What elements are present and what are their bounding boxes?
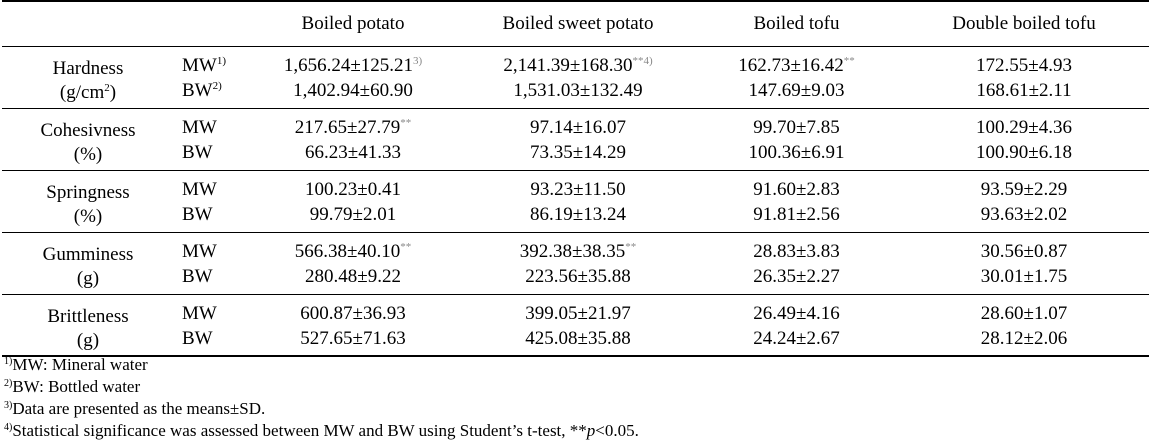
property-unit: (%) — [73, 206, 103, 227]
value-cell: 93.63±2.02 — [980, 204, 1068, 226]
table-body: Hardness (g/cm2) MW1) 1,656.24±125.213) … — [2, 46, 1149, 356]
value-cell: 28.83±3.83 — [753, 240, 840, 262]
property-cell-brittleness: Brittleness (g) — [2, 294, 174, 356]
data-table: Boiled potato Boiled sweet potato Boiled… — [2, 0, 1149, 357]
value-cell: 1,402.94±60.90 — [293, 80, 413, 102]
value-cell: 425.08±35.88 — [525, 328, 631, 349]
water-cell: BW2) — [182, 80, 222, 102]
table-row: Gumminess (g) MW 566.38±40.10** 392.38±3… — [2, 232, 1149, 289]
value-cell: 566.38±40.10** — [294, 240, 412, 262]
value-cell: 93.59±2.29 — [980, 178, 1068, 200]
property-cell-cohesivness: Cohesivness (%) — [2, 108, 174, 170]
header-cell-boiled-tofu: Boiled tofu — [694, 0, 899, 47]
water-cell: MW — [182, 178, 217, 200]
water-cell: MW — [182, 302, 217, 324]
value-cell: 24.24±2.67 — [753, 328, 840, 349]
property-name: Cohesivness — [40, 120, 136, 141]
water-cell: MW1) — [182, 54, 226, 76]
water-cell: MW — [182, 240, 217, 262]
value-cell: 147.69±9.03 — [748, 80, 845, 102]
value-cell: 1,656.24±125.213) — [283, 54, 423, 76]
value-cell: 162.73±16.42** — [738, 54, 855, 76]
property-cell-hardness: Hardness (g/cm2) — [2, 46, 174, 108]
table-row: Brittleness (g) MW 600.87±36.93 399.05±2… — [2, 294, 1149, 351]
value-cell: 91.81±2.56 — [753, 204, 840, 226]
property-unit: (g) — [76, 268, 100, 289]
value-cell: 86.19±13.24 — [530, 204, 626, 226]
property-cell-springness: Springness (%) — [2, 170, 174, 232]
header-cell-water — [174, 0, 244, 47]
table-row: BW 99.79±2.01 86.19±13.24 91.81±2.56 93.… — [2, 201, 1149, 232]
value-cell: 26.49±4.16 — [753, 302, 840, 324]
water-cell: BW — [182, 142, 213, 164]
footnote-3: 3)Data are presented as the means±SD. — [4, 399, 266, 418]
value-cell: 100.29±4.36 — [976, 116, 1072, 138]
footnote-1: 1)MW: Mineral water — [4, 355, 148, 374]
water-cell: BW — [182, 328, 213, 349]
water-cell: BW — [182, 266, 213, 288]
property-unit: (%) — [73, 144, 103, 165]
value-cell: 280.48±9.22 — [305, 266, 401, 288]
header-cell-double-boiled-tofu: Double boiled tofu — [899, 0, 1149, 47]
value-cell: 30.01±1.75 — [980, 266, 1068, 288]
value-cell: 399.05±21.97 — [525, 302, 631, 324]
property-unit: (g) — [76, 329, 100, 351]
header-cell-property — [2, 0, 174, 47]
value-cell: 91.60±2.83 — [753, 178, 840, 200]
value-cell: 527.65±71.63 — [300, 328, 406, 349]
footnote-2: 2)BW: Bottled water — [4, 377, 141, 396]
value-cell: 30.56±0.87 — [980, 240, 1068, 262]
header-cell-boiled-sweet-potato: Boiled sweet potato — [462, 0, 694, 47]
value-cell: 1,531.03±132.49 — [513, 80, 643, 102]
property-name: Springness — [46, 182, 130, 203]
value-cell: 73.35±14.29 — [530, 142, 626, 164]
value-cell: 217.65±27.79** — [294, 116, 412, 138]
value-cell: 93.23±11.50 — [530, 178, 626, 200]
property-name: Brittleness — [47, 305, 129, 327]
header-cell-boiled-potato: Boiled potato — [244, 0, 462, 47]
footnotes: 1)MW: Mineral water 2)BW: Bottled water … — [4, 354, 639, 442]
value-cell: 100.36±6.91 — [748, 142, 845, 164]
value-cell: 26.35±2.27 — [753, 266, 840, 288]
value-cell: 28.60±1.07 — [980, 302, 1068, 324]
table-row: Hardness (g/cm2) MW1) 1,656.24±125.213) … — [2, 46, 1149, 103]
table-row: Cohesivness (%) MW 217.65±27.79** 97.14±… — [2, 108, 1149, 165]
value-cell: 172.55±4.93 — [976, 54, 1072, 76]
table-row: Springness (%) MW 100.23±0.41 93.23±11.5… — [2, 170, 1149, 227]
value-cell: 28.12±2.06 — [980, 328, 1068, 349]
table-header: Boiled potato Boiled sweet potato Boiled… — [2, 0, 1149, 47]
value-cell: 100.23±0.41 — [305, 178, 401, 200]
footnote-4: 4)Statistical significance was assessed … — [4, 421, 639, 440]
value-cell: 2,141.39±168.30**4) — [503, 54, 653, 76]
value-cell: 168.61±2.11 — [976, 80, 1072, 102]
value-cell: 99.79±2.01 — [309, 204, 397, 226]
property-unit: (g/cm2) — [59, 82, 117, 103]
property-cell-gumminess: Gumminess (g) — [2, 232, 174, 294]
value-cell: 97.14±16.07 — [530, 116, 626, 138]
property-name: Hardness — [52, 58, 124, 79]
table-row: BW2) 1,402.94±60.90 1,531.03±132.49 147.… — [2, 77, 1149, 108]
header-row: Boiled potato Boiled sweet potato Boiled… — [2, 0, 1149, 47]
value-cell: 600.87±36.93 — [300, 302, 406, 324]
water-cell: BW — [182, 204, 213, 226]
value-cell: 223.56±35.88 — [525, 266, 631, 288]
water-cell: MW — [182, 116, 217, 138]
table-row: BW 66.23±41.33 73.35±14.29 100.36±6.91 1… — [2, 139, 1149, 170]
table-row: BW 527.65±71.63 425.08±35.88 24.24±2.67 … — [2, 325, 1149, 356]
table-row: BW 280.48±9.22 223.56±35.88 26.35±2.27 3… — [2, 263, 1149, 294]
value-cell: 66.23±41.33 — [305, 142, 401, 164]
value-cell: 392.38±38.35** — [519, 240, 637, 262]
value-cell: 100.90±6.18 — [976, 142, 1072, 164]
value-cell: 99.70±7.85 — [753, 116, 840, 138]
property-name: Gumminess — [42, 244, 134, 265]
